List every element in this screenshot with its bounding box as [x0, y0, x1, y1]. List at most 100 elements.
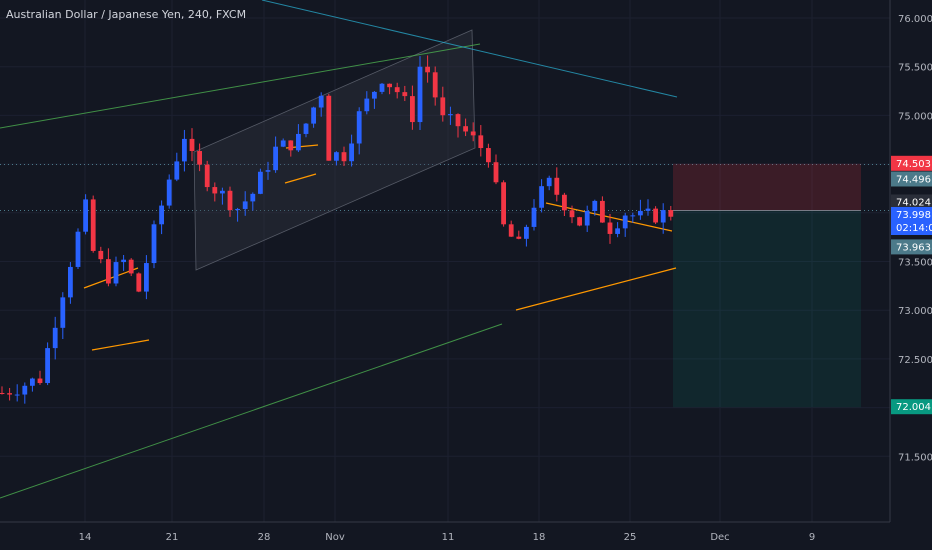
candle-body	[622, 215, 628, 229]
trendline-cyan[interactable]	[261, 0, 678, 98]
candle-body	[584, 210, 590, 226]
candle-body	[554, 177, 560, 195]
candle-body	[531, 207, 537, 227]
price-tag-entry	[891, 194, 932, 210]
price-tag-label: 74.503	[896, 159, 931, 170]
time-tick-label: 11	[442, 532, 455, 543]
candle-body	[98, 250, 104, 260]
candle-body	[68, 266, 73, 298]
candle-body	[478, 135, 484, 149]
candle-body	[516, 236, 522, 239]
price-tick-label: 75.500	[898, 63, 932, 74]
candle-body	[600, 200, 605, 223]
price-tick-label: 72.500	[898, 355, 932, 366]
candle-body	[607, 222, 613, 234]
price-tag-label: 74.496	[896, 174, 931, 185]
triangle-lower[interactable]	[515, 267, 677, 311]
candle-body	[227, 190, 233, 211]
time-tick-label: 14	[79, 532, 92, 543]
triangle-upper[interactable]	[545, 202, 673, 232]
candle-body	[379, 83, 385, 92]
candle-body	[303, 123, 309, 134]
candle-body	[75, 231, 81, 267]
candle-body	[60, 297, 66, 328]
candle-body	[250, 193, 256, 202]
candle-body	[166, 179, 172, 206]
candle-body	[592, 200, 598, 211]
price-tag-label: 72.004	[896, 402, 931, 413]
candle-body	[630, 215, 636, 217]
candle-body	[539, 186, 544, 208]
candle-body	[577, 217, 582, 226]
trendline-lower-green[interactable]	[0, 323, 503, 499]
candle-body	[121, 259, 126, 263]
candle-body	[136, 273, 142, 292]
price-tag-label: 02:14:07	[896, 223, 932, 234]
candle-body	[562, 194, 567, 211]
candle-body	[318, 95, 324, 108]
candle-body	[364, 98, 370, 112]
price-tag-countdown	[891, 219, 932, 235]
time-tick-label: 18	[533, 532, 546, 543]
candle-body	[220, 190, 225, 194]
candle-body	[265, 170, 271, 172]
candle-body	[394, 87, 400, 93]
small-flag-bottom[interactable]	[284, 173, 317, 184]
price-tag-hline-lower	[891, 239, 932, 255]
candle-body	[242, 201, 248, 209]
candle-body	[660, 210, 666, 223]
price-tag-hline-upper	[891, 171, 932, 187]
candle-body	[128, 259, 134, 274]
candles	[0, 55, 674, 404]
candle-body	[448, 114, 453, 116]
candle-body	[493, 162, 499, 183]
trendline-upper-green[interactable]	[0, 43, 481, 129]
candle-body	[14, 394, 20, 396]
candle-body	[417, 66, 423, 123]
candle-body	[144, 263, 149, 292]
time-tick-label: 25	[624, 532, 637, 543]
candle-body	[0, 392, 5, 394]
candle-body	[280, 140, 286, 147]
candle-body	[470, 131, 476, 136]
price-tag-take-profit	[891, 399, 932, 415]
candle-body	[326, 95, 332, 161]
time-axis[interactable]: 14 21 28 Nov 11 18 25 Dec 9	[79, 532, 816, 543]
time-tick-label: Nov	[325, 532, 345, 543]
candle-body	[668, 210, 674, 217]
candle-body	[90, 199, 96, 251]
price-tick-label: 75.000	[898, 111, 932, 122]
candle-body	[204, 164, 210, 188]
candle-body	[432, 72, 438, 98]
price-tag-label: 73.963	[896, 242, 931, 253]
candle-body	[7, 393, 12, 395]
time-tick-label: 28	[258, 532, 271, 543]
time-tick-label: 21	[166, 532, 179, 543]
candle-body	[524, 226, 529, 239]
drawings[interactable]	[0, 0, 890, 499]
candle-body	[508, 224, 514, 237]
price-tag-last-price	[891, 206, 932, 222]
candle-body	[645, 208, 651, 211]
candle-body	[569, 210, 575, 218]
risk-zone[interactable]	[673, 163, 861, 211]
price-tick-label: 73.000	[898, 306, 932, 317]
candle-body	[288, 140, 294, 151]
flag-lower[interactable]	[91, 339, 150, 351]
candle-body	[30, 378, 35, 386]
candle-body	[174, 161, 180, 180]
candle-body	[334, 152, 339, 161]
candle-body	[189, 138, 195, 152]
candle-body	[615, 228, 620, 234]
reward-zone[interactable]	[673, 210, 861, 408]
candle-body	[341, 152, 347, 162]
price-tick-label: 73.500	[898, 258, 932, 269]
candle-body	[52, 327, 58, 349]
candle-body	[546, 177, 552, 187]
price-axis[interactable]: 76.00075.50075.00074.50074.00073.50073.0…	[898, 14, 932, 463]
candle-body	[387, 83, 392, 88]
price-tags: 74.503 74.496 74.024 73.998 02:14:07 73.963 72…	[891, 155, 932, 415]
candle-body	[455, 114, 461, 127]
